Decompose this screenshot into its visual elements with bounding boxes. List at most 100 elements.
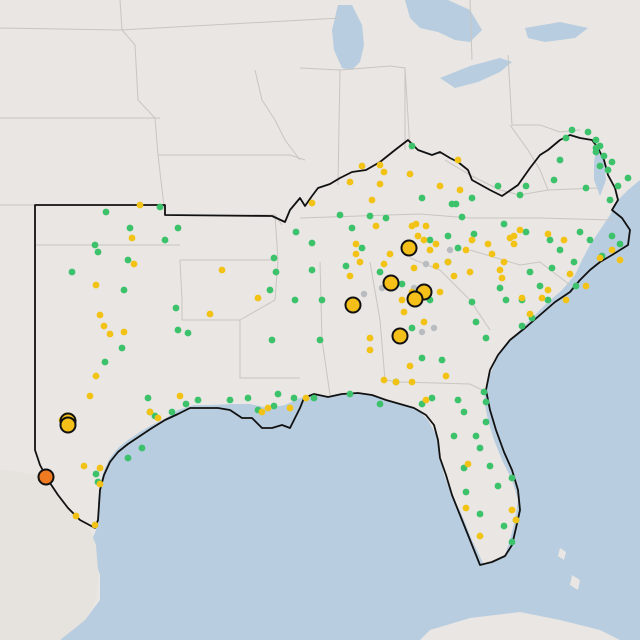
yellow-site-dot[interactable]	[500, 258, 508, 266]
gray-site-dot[interactable]	[430, 324, 438, 332]
yellow-site-dot[interactable]	[96, 464, 104, 472]
yellow-site-dot[interactable]	[526, 310, 534, 318]
green-site-dot[interactable]	[584, 128, 592, 136]
yellow-site-dot[interactable]	[444, 258, 452, 266]
green-site-dot[interactable]	[348, 224, 356, 232]
green-site-dot[interactable]	[382, 214, 390, 222]
green-site-dot[interactable]	[592, 148, 600, 156]
green-site-dot[interactable]	[124, 454, 132, 462]
green-site-dot[interactable]	[592, 136, 600, 144]
green-site-dot[interactable]	[91, 241, 99, 249]
green-site-dot[interactable]	[518, 322, 526, 330]
green-site-dot[interactable]	[138, 444, 146, 452]
yellow-site-dot[interactable]	[616, 256, 624, 264]
yellow-site-dot[interactable]	[86, 392, 94, 400]
green-site-dot[interactable]	[454, 396, 462, 404]
yellow-site-dot[interactable]	[258, 408, 266, 416]
yellow-site-dot[interactable]	[420, 318, 428, 326]
green-site-dot[interactable]	[426, 236, 434, 244]
yellow-site-dot[interactable]	[264, 404, 272, 412]
green-site-dot[interactable]	[438, 356, 446, 364]
yellow-site-dot[interactable]	[484, 240, 492, 248]
green-site-dot[interactable]	[172, 304, 180, 312]
highlight-markers[interactable]	[37, 239, 433, 486]
yellow-site-dot[interactable]	[454, 156, 462, 164]
green-site-dot[interactable]	[120, 286, 128, 294]
yellow-site-dot[interactable]	[356, 258, 364, 266]
yellow-site-dot[interactable]	[432, 240, 440, 248]
green-site-dot[interactable]	[444, 232, 452, 240]
yellow-site-dot[interactable]	[386, 250, 394, 258]
yellow-site-dot[interactable]	[560, 236, 568, 244]
green-site-dot[interactable]	[92, 470, 100, 478]
green-site-dot[interactable]	[536, 282, 544, 290]
yellow-site-dot[interactable]	[596, 254, 604, 262]
green-site-dot[interactable]	[604, 166, 612, 174]
green-site-dot[interactable]	[124, 256, 132, 264]
yellow-site-dot[interactable]	[462, 246, 470, 254]
yellow-site-dot[interactable]	[352, 250, 360, 258]
green-site-dot[interactable]	[596, 142, 604, 150]
yellow-site-dot[interactable]	[510, 240, 518, 248]
green-site-dot[interactable]	[308, 239, 316, 247]
gray-site-dot[interactable]	[418, 328, 426, 336]
yellow-site-dot[interactable]	[146, 408, 154, 416]
green-site-dot[interactable]	[408, 142, 416, 150]
green-site-dot[interactable]	[408, 324, 416, 332]
green-site-dot[interactable]	[616, 240, 624, 248]
green-site-dot[interactable]	[428, 394, 436, 402]
green-site-dot[interactable]	[308, 266, 316, 274]
green-site-dot[interactable]	[470, 230, 478, 238]
yellow-site-dot[interactable]	[368, 196, 376, 204]
green-site-dot[interactable]	[562, 134, 570, 142]
yellow-site-dot[interactable]	[422, 222, 430, 230]
yellow-site-dot[interactable]	[450, 272, 458, 280]
yellow-site-dot[interactable]	[414, 232, 422, 240]
green-site-dot[interactable]	[494, 182, 502, 190]
green-site-dot[interactable]	[342, 262, 350, 270]
yellow-site-dot[interactable]	[538, 294, 546, 302]
yellow-site-dot[interactable]	[120, 328, 128, 336]
green-site-dot[interactable]	[482, 418, 490, 426]
green-site-dot[interactable]	[516, 191, 524, 199]
marker-south-texas-border[interactable]	[37, 468, 55, 486]
green-site-dot[interactable]	[556, 246, 564, 254]
green-site-dot[interactable]	[526, 268, 534, 276]
yellow-site-dot[interactable]	[400, 308, 408, 316]
green-site-dot[interactable]	[476, 444, 484, 452]
yellow-site-dot[interactable]	[136, 201, 144, 209]
yellow-site-dot[interactable]	[406, 362, 414, 370]
yellow-site-dot[interactable]	[96, 480, 104, 488]
green-site-dot[interactable]	[468, 298, 476, 306]
yellow-site-dot[interactable]	[91, 521, 99, 529]
green-site-dot[interactable]	[522, 182, 530, 190]
yellow-site-dot[interactable]	[462, 504, 470, 512]
green-site-dot[interactable]	[482, 398, 490, 406]
yellow-site-dot[interactable]	[566, 270, 574, 278]
green-site-dot[interactable]	[346, 390, 354, 398]
yellow-site-dot[interactable]	[376, 180, 384, 188]
green-site-dot[interactable]	[316, 336, 324, 344]
gray-site-dot[interactable]	[422, 260, 430, 268]
green-site-dot[interactable]	[624, 174, 632, 182]
yellow-site-dot[interactable]	[206, 310, 214, 318]
green-site-dot[interactable]	[244, 394, 252, 402]
green-site-dot[interactable]	[290, 394, 298, 402]
yellow-site-dot[interactable]	[380, 376, 388, 384]
green-site-dot[interactable]	[126, 224, 134, 232]
green-site-dot[interactable]	[600, 152, 608, 160]
green-site-dot[interactable]	[292, 228, 300, 236]
yellow-site-dot[interactable]	[176, 392, 184, 400]
green-site-dot[interactable]	[398, 280, 406, 288]
green-site-dot[interactable]	[168, 408, 176, 416]
yellow-site-dot[interactable]	[410, 264, 418, 272]
yellow-site-dot[interactable]	[398, 296, 406, 304]
yellow-site-dot[interactable]	[468, 236, 476, 244]
yellow-site-dot[interactable]	[518, 294, 526, 302]
green-site-dot[interactable]	[608, 232, 616, 240]
green-site-dot[interactable]	[174, 224, 182, 232]
yellow-site-dot[interactable]	[582, 282, 590, 290]
yellow-site-dot[interactable]	[218, 266, 226, 274]
yellow-site-dot[interactable]	[254, 294, 262, 302]
